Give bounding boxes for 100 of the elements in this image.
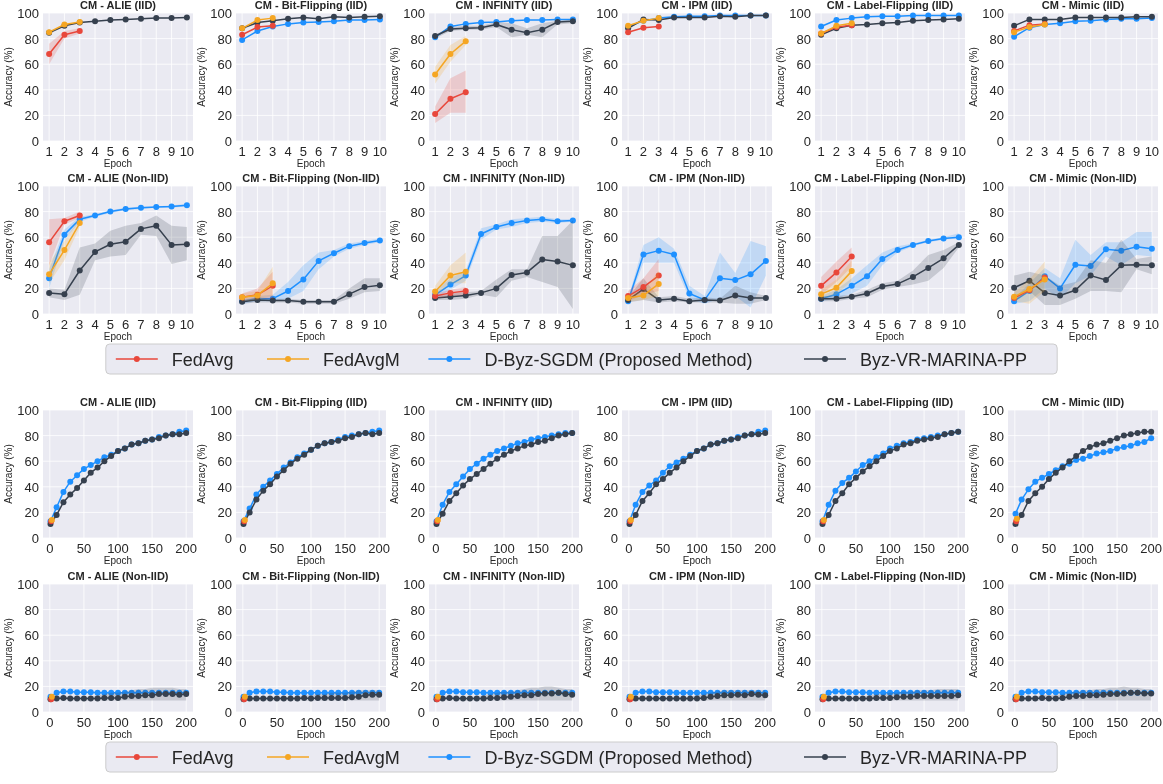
x-tick-label: 5	[878, 144, 886, 159]
x-tick-label: 2	[639, 144, 648, 159]
y-tick-label: 80	[217, 31, 232, 47]
x-tick-label: 8	[1117, 144, 1125, 159]
y-tick-label: 40	[989, 653, 1004, 669]
y-tick-label: 60	[989, 628, 1004, 644]
x-tick-label: 100	[107, 715, 129, 730]
y-tick-label: 100	[596, 179, 618, 194]
y-tick-label: 100	[403, 6, 425, 21]
x-tick-label: 50	[1041, 541, 1057, 556]
x-tick-label: 9	[360, 144, 369, 159]
y-tick-label: 60	[796, 57, 811, 73]
x-tick-label: 9	[939, 317, 948, 332]
x-tick-label: 200	[1140, 715, 1163, 730]
x-tick-label: 1	[238, 317, 246, 332]
x-tick-label: 2	[446, 317, 455, 332]
x-axis-title: Epoch	[875, 331, 905, 342]
x-tick-label: 6	[701, 317, 709, 332]
x-tick-label: 7	[1102, 144, 1110, 159]
y-tick-label: 60	[989, 454, 1004, 470]
x-tick-label: 2	[60, 144, 69, 159]
y-tick-label: 40	[603, 653, 618, 669]
chart-title: CM - IPM (Non-IID)	[649, 172, 746, 184]
y-tick-label: 60	[217, 230, 232, 246]
x-tick-label: 3	[848, 144, 856, 159]
x-axis-title: Epoch	[489, 158, 519, 169]
chart-title: CM - ALIE (Non-IID)	[67, 570, 169, 582]
y-tick-label: 20	[989, 679, 1004, 695]
x-tick-label: 150	[1106, 715, 1128, 730]
y-tick-label: 0	[31, 307, 39, 322]
y-tick-label: 80	[796, 31, 811, 47]
y-tick-label: 20	[603, 679, 618, 695]
x-tick-label: 2	[639, 317, 648, 332]
x-axis-title: Epoch	[296, 729, 326, 740]
y-tick-label: 100	[596, 6, 618, 21]
y-tick-label: 100	[403, 179, 425, 194]
x-tick-label: 7	[909, 144, 917, 159]
y-tick-label: 60	[796, 628, 811, 644]
y-tick-label: 20	[989, 281, 1004, 297]
y-tick-label: 0	[31, 705, 39, 720]
y-axis-title: Accuracy (%)	[389, 220, 400, 280]
y-tick-label: 0	[996, 531, 1004, 546]
y-tick-label: 60	[24, 454, 39, 470]
x-tick-label: 150	[334, 715, 356, 730]
x-tick-label: 10	[951, 317, 967, 332]
y-tick-label: 60	[989, 230, 1004, 246]
x-tick-label: 3	[848, 317, 856, 332]
x-tick-label: 200	[175, 715, 198, 730]
x-tick-label: 0	[46, 715, 54, 730]
x-axis-title: Epoch	[103, 331, 133, 342]
x-tick-label: 100	[1072, 541, 1094, 556]
y-axis-title: Accuracy (%)	[968, 47, 979, 107]
x-tick-label: 1	[238, 144, 246, 159]
x-tick-label: 9	[167, 144, 176, 159]
y-axis-title: Accuracy (%)	[3, 220, 14, 280]
y-tick-label: 80	[24, 31, 39, 47]
x-tick-label: 1	[1010, 317, 1018, 332]
y-tick-label: 60	[603, 454, 618, 470]
legend-label: Byz-VR-MARINA-PP	[860, 350, 1028, 370]
chart-title: CM - INFINITY (Non-IID)	[443, 172, 566, 184]
x-tick-label: 5	[685, 317, 693, 332]
y-tick-label: 0	[803, 531, 811, 546]
chart-title: CM - INFINITY (Non-IID)	[443, 570, 566, 582]
y-axis-title: Accuracy (%)	[196, 618, 207, 678]
chart-title: CM - IPM (IID)	[661, 0, 733, 11]
x-tick-label: 4	[284, 144, 292, 159]
y-tick-label: 0	[803, 307, 811, 322]
x-tick-label: 3	[462, 317, 470, 332]
x-tick-label: 1	[45, 144, 53, 159]
y-tick-label: 100	[789, 179, 811, 194]
y-axis-title: Accuracy (%)	[968, 220, 979, 280]
x-tick-label: 4	[863, 317, 871, 332]
y-axis-title: Accuracy (%)	[775, 618, 786, 678]
y-tick-label: 60	[217, 454, 232, 470]
x-tick-label: 100	[493, 715, 515, 730]
y-tick-label: 0	[224, 705, 232, 720]
y-tick-label: 80	[989, 602, 1004, 618]
x-tick-label: 9	[1132, 144, 1141, 159]
y-tick-label: 40	[989, 82, 1004, 98]
x-tick-label: 7	[330, 317, 338, 332]
x-tick-label: 8	[345, 144, 353, 159]
y-tick-label: 0	[31, 134, 39, 149]
x-tick-label: 4	[91, 144, 99, 159]
y-tick-label: 80	[603, 602, 618, 618]
x-axis-title: Epoch	[296, 331, 326, 342]
y-tick-label: 40	[24, 653, 39, 669]
x-tick-label: 5	[1071, 317, 1079, 332]
y-tick-label: 40	[410, 255, 425, 271]
x-tick-label: 5	[299, 144, 307, 159]
x-axis-title: Epoch	[1068, 158, 1098, 169]
y-tick-label: 40	[410, 653, 425, 669]
x-tick-label: 100	[300, 541, 322, 556]
x-tick-label: 1	[624, 317, 632, 332]
x-tick-label: 6	[508, 317, 516, 332]
x-tick-label: 100	[879, 715, 901, 730]
x-tick-label: 6	[508, 144, 516, 159]
x-tick-label: 0	[239, 715, 247, 730]
x-tick-label: 2	[832, 144, 841, 159]
x-tick-label: 6	[701, 144, 709, 159]
y-tick-label: 40	[796, 479, 811, 495]
